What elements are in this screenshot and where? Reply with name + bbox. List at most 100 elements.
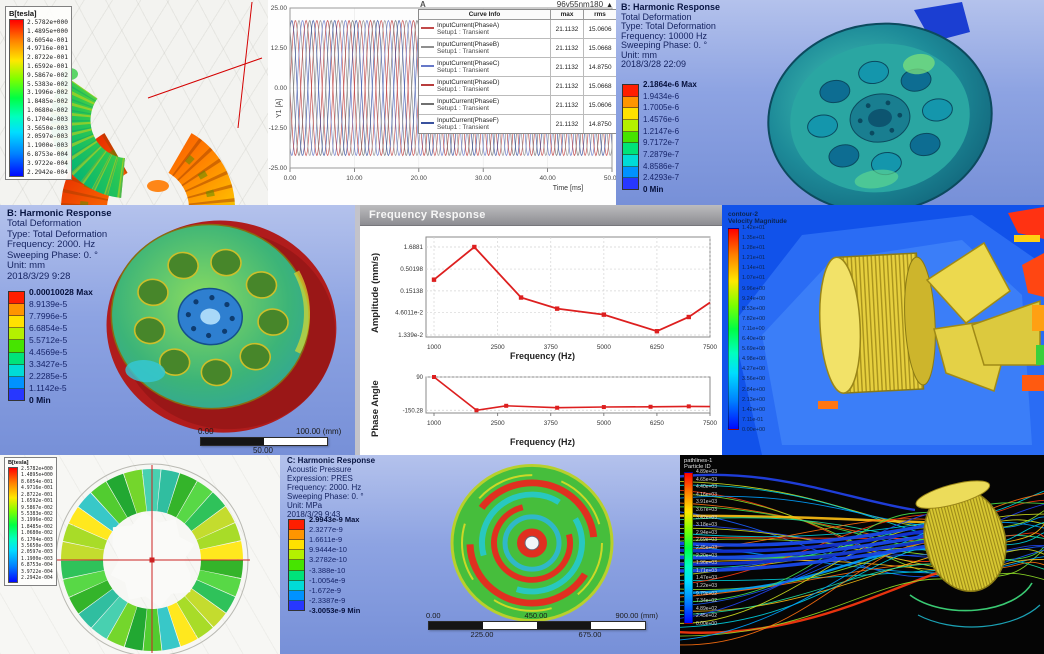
- colorbar-label: 4.4569e-5: [29, 347, 68, 357]
- curve-rms: 15.0668: [588, 44, 612, 52]
- legend-value: 4.9716e-001: [27, 45, 68, 53]
- legend-value: 4.40e+03: [696, 484, 717, 491]
- header-line: 2018/3/28 22:09: [621, 59, 687, 70]
- legend-value: 1.1900e-003: [21, 556, 53, 562]
- legend-value: 1.07e+01: [742, 275, 766, 282]
- gear: [819, 252, 936, 394]
- result-header: B: Harmonic Response Total Deformation Typ…: [621, 2, 720, 70]
- legend-value: 2.8722e-001: [27, 54, 68, 62]
- colorbar-label: 3.3427e-5: [29, 359, 68, 369]
- panel-current-plot: 25.00 12.50 0.00 -12.50 -25.00 0.00 10.00 20.00…: [268, 0, 616, 205]
- legend-value: 2.13e+00: [742, 396, 766, 403]
- colorbar-label: 1.6611e-9: [309, 535, 343, 545]
- deformation-colorbar: 0.00010028 Max 8.9139e-5 7.7996e-5 6.6854e-…: [8, 287, 93, 405]
- svg-text:40.00: 40.00: [539, 175, 556, 182]
- curve-rms: 15.0606: [588, 101, 612, 109]
- legend-value: 3.5650e-003: [21, 544, 53, 550]
- curve-name: InputCurrent(PhaseE): [437, 98, 500, 105]
- svg-text:5000: 5000: [597, 344, 612, 351]
- legend-value: 1.4895e+000: [21, 473, 53, 479]
- svg-text:20.00: 20.00: [411, 175, 428, 182]
- curve-table-row: InputCurrent(PhaseC) Setup1 : Transient 21…: [419, 58, 616, 77]
- curve-max: 21.1132: [551, 20, 584, 38]
- svg-text:2500: 2500: [491, 344, 506, 351]
- svg-text:0.50198: 0.50198: [400, 266, 423, 273]
- svg-text:2500: 2500: [491, 420, 506, 427]
- curve-rms: 15.0606: [588, 25, 612, 33]
- flywheel: [106, 220, 337, 433]
- col-rms: rms: [594, 11, 606, 18]
- result-header: B: Harmonic Response Total Deformation Typ…: [7, 208, 112, 282]
- colorbar-label: 1.7005e-6: [643, 103, 680, 113]
- svg-text:90: 90: [416, 375, 423, 381]
- pressure-disk: [450, 463, 614, 623]
- legend-value: 6.1704e-003: [27, 115, 68, 123]
- ruler-label-450: 450.00: [524, 611, 548, 620]
- legend-value: 3.91e+03: [696, 499, 717, 506]
- legend-value: 6.8753e-004: [21, 563, 53, 569]
- colorbar-label: 1.1142e-5: [29, 383, 67, 393]
- curve-table-header: Curve Info max rms: [419, 10, 616, 20]
- colorbar-labels: 2.1864e-6 Max 1.9434e-6 1.7005e-6 1.4576e-6…: [643, 80, 697, 194]
- svg-text:30.00: 30.00: [475, 175, 492, 182]
- coordinate-axes: [147, 1, 263, 129]
- legend-values: 4.89e+03 4.65e+03 4.40e+03 4.16e+03 3.91e+03…: [696, 469, 717, 627]
- legend-colorbar: [728, 228, 739, 430]
- curve-setup: Setup1 : Transient: [437, 124, 489, 131]
- legend-value: 2.2942e-004: [21, 576, 53, 582]
- window-title-bar[interactable]: Frequency Response: [360, 205, 727, 226]
- curve-table-rows: InputCurrent(PhaseA) Setup1 : Transient 21…: [419, 20, 616, 133]
- legend-value: 2.0597e-003: [21, 550, 53, 556]
- panel-acoustic-pressure: C: Harmonic Response Acoustic Pressure Exp…: [280, 455, 680, 654]
- b-field-legend: B[tesla] 2.5782e+000 1.4895e+000 8.6054e-0…: [5, 6, 72, 181]
- curve-table-row: InputCurrent(PhaseB) Setup1 : Transient 21…: [419, 39, 616, 58]
- phase-chart: 1000 2500 3750 5000 6250 7500 90 -150.28: [403, 375, 717, 427]
- header-line: Unit: mm: [7, 260, 45, 272]
- pressure-colorbar: 2.9943e-9 Max 2.3277e-9 1.6611e-9 9.9444e-1…: [288, 515, 360, 615]
- legend-value: 1.1900e-003: [27, 142, 68, 150]
- colorbar-label: 2.1864e-6 Max: [643, 80, 697, 89]
- curve-max: 21.1132: [551, 115, 584, 133]
- curve-color-swatch: [421, 65, 434, 67]
- legend-value: 1.0680e-002: [27, 106, 68, 114]
- header-line: Unit: MPa: [287, 500, 323, 510]
- svg-text:-25.00: -25.00: [269, 165, 288, 172]
- legend-value: 1.96e+03: [696, 560, 717, 567]
- colorbar-label: 7.7996e-5: [29, 311, 68, 321]
- legend-value: 2.5782e+000: [27, 19, 68, 26]
- colorbar-label: 5.5712e-5: [29, 335, 68, 345]
- legend-colorbar: [8, 467, 18, 583]
- svg-text:4.6011e-2: 4.6011e-2: [395, 310, 423, 317]
- b-field-legend: B[tesla] 2.5782e+000 1.4895e+000 8.6054e-0…: [4, 457, 57, 586]
- legend-value: 8.6054e-001: [21, 479, 53, 485]
- velocity-legend: contour-2 Velocity Magnitude 1.42e+01 1.3…: [728, 211, 787, 433]
- curve-table-row: InputCurrent(PhaseA) Setup1 : Transient 21…: [419, 20, 616, 39]
- colorbar-label: -1.0054e-9: [309, 575, 346, 585]
- legend-title: contour-2 Velocity Magnitude: [728, 211, 787, 225]
- svg-text:12.50: 12.50: [271, 45, 288, 52]
- legend-value: 3.67e+03: [696, 506, 717, 513]
- legend-value: 9.96e+00: [742, 285, 766, 292]
- colorbar-label: 1.9434e-6: [643, 91, 680, 101]
- curve-max: 21.1132: [551, 77, 584, 95]
- ruler-label-675: 675.00: [578, 630, 602, 639]
- panel-harmonic-10000hz: B: Harmonic Response Total Deformation Typ…: [616, 0, 1044, 205]
- curve-color-swatch: [421, 46, 434, 48]
- legend-value: 5.5383e-002: [21, 511, 53, 517]
- colorbar-label: 2.4293e-7: [643, 173, 680, 183]
- legend-value: 9.79e+02: [696, 590, 717, 597]
- svg-text:1000: 1000: [427, 420, 442, 427]
- svg-text:3750: 3750: [544, 420, 559, 427]
- curve-color-swatch: [421, 103, 434, 105]
- svg-text:0.15138: 0.15138: [400, 288, 423, 295]
- svg-text:-150.28: -150.28: [403, 408, 424, 414]
- colorbar-cells: [8, 291, 25, 401]
- header-line: Total Deformation: [621, 11, 692, 22]
- header-line: Sweeping Phase: 0. °: [287, 491, 364, 501]
- legend-value: 3.42e+03: [696, 514, 717, 521]
- header-line: Acoustic Pressure: [287, 464, 352, 474]
- legend-value: 1.35e+01: [742, 235, 766, 242]
- curve-name: InputCurrent(PhaseA): [437, 22, 500, 29]
- header-line: Frequency: 10000 Hz: [621, 30, 708, 41]
